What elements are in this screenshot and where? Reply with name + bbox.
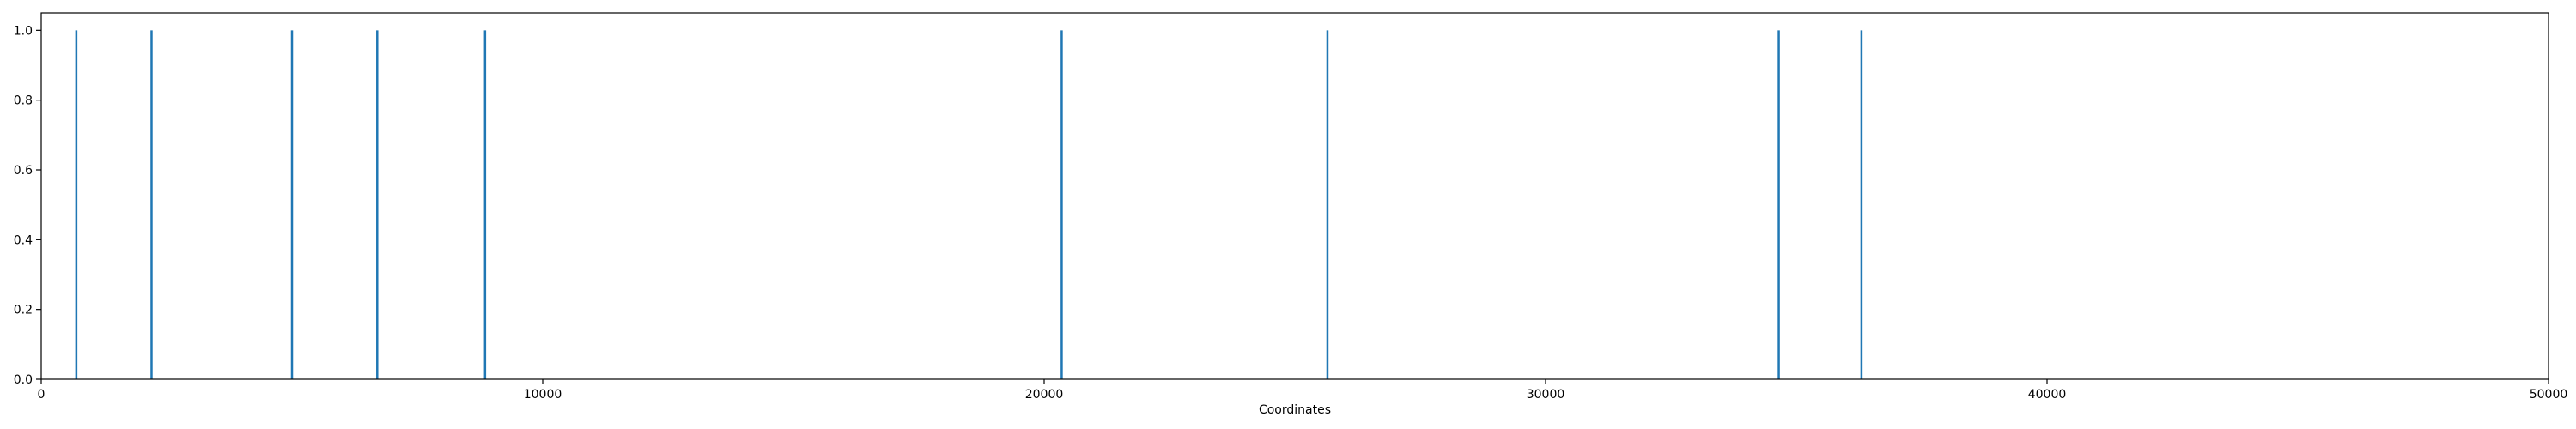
data-marks bbox=[75, 30, 1863, 379]
y-tick-label: 0.0 bbox=[14, 373, 33, 387]
y-tick-label: 1.0 bbox=[14, 24, 33, 38]
plot-area: 0 10000 20000 30000 40000 50000 0.00.20.40.60… bbox=[14, 12, 2568, 402]
y-tick-label: 0.8 bbox=[14, 94, 33, 108]
y-axis: 0.0 0.2 0.4 0.6 0.8 1.0 bbox=[14, 24, 41, 387]
axes-frame bbox=[40, 12, 2549, 380]
x-axis: 0 10000 20000 30000 40000 50000 bbox=[38, 379, 2568, 402]
x-tick-label: 20000 bbox=[1025, 388, 1064, 402]
x-tick-label: 30000 bbox=[1527, 388, 1565, 402]
x-axis-label: Coordinates bbox=[1259, 403, 1331, 417]
y-tick-label: 0.6 bbox=[14, 164, 33, 178]
x-tick-label: 40000 bbox=[2028, 388, 2067, 402]
y-tick-label: 0.4 bbox=[14, 233, 33, 247]
axes-background bbox=[41, 13, 2549, 379]
x-tick-label: 0 bbox=[38, 388, 46, 402]
x-tick-label: 10000 bbox=[524, 388, 562, 402]
x-tick-label: 50000 bbox=[2530, 388, 2568, 402]
y-tick-label: 0.2 bbox=[14, 304, 33, 317]
